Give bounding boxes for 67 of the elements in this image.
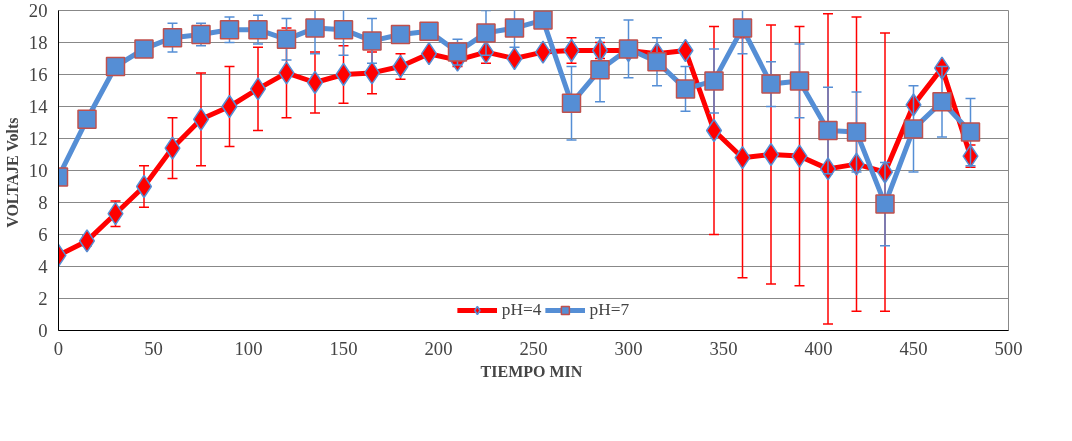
point — [390, 24, 411, 45]
x-tick-label: 300 — [614, 337, 643, 359]
point — [561, 93, 582, 114]
y-tick-label: 18 — [28, 32, 48, 53]
point — [533, 10, 553, 30]
point — [476, 23, 496, 43]
point — [78, 229, 96, 253]
point — [162, 27, 183, 48]
x-axis-title: TIEMPO MIN — [480, 362, 583, 380]
x-tick-label: 350 — [709, 337, 738, 359]
point — [135, 174, 153, 199]
point — [705, 118, 723, 143]
point — [248, 19, 268, 40]
x-tick-label: 400 — [804, 337, 833, 359]
point — [164, 136, 181, 160]
point — [875, 194, 895, 214]
point — [333, 19, 354, 40]
point — [420, 41, 438, 66]
x-tick-label: 0 — [53, 337, 64, 359]
point — [590, 59, 610, 80]
point — [903, 119, 924, 139]
y-tick-label: 4 — [38, 256, 49, 277]
y-axis-title: VOLTAJE Volts — [3, 117, 21, 228]
x-tick-label: 250 — [519, 337, 548, 359]
y-tick-label: 6 — [38, 224, 48, 245]
y-tick-label: 8 — [38, 192, 48, 213]
point — [419, 21, 439, 42]
legend-label: pH=7 — [589, 300, 630, 320]
y-tick-label: 0 — [38, 320, 48, 341]
x-tick-label: 100 — [234, 337, 263, 359]
y-tick-label: 14 — [28, 96, 49, 117]
point — [77, 109, 97, 130]
point — [732, 18, 753, 38]
point — [761, 74, 781, 94]
y-tick-label: 20 — [28, 0, 48, 21]
point — [249, 77, 267, 101]
point — [675, 79, 696, 99]
point — [504, 18, 525, 38]
legend-label: pH=4 — [501, 300, 542, 320]
point — [362, 31, 382, 51]
point — [192, 107, 210, 132]
y-tick-label: 12 — [28, 128, 48, 149]
point — [818, 120, 838, 141]
x-tick-label: 450 — [899, 337, 928, 359]
point — [704, 71, 724, 91]
point — [534, 40, 552, 64]
point — [363, 61, 381, 85]
x-tick-label: 200 — [424, 337, 453, 359]
point — [647, 51, 667, 72]
y-tick-label: 2 — [38, 288, 48, 309]
point — [791, 144, 808, 168]
y-tick-label: 10 — [28, 160, 48, 181]
point — [278, 61, 295, 85]
point — [105, 56, 126, 77]
point — [932, 91, 952, 112]
x-tick-label: 150 — [329, 337, 358, 359]
point — [276, 29, 297, 50]
point — [960, 122, 981, 142]
x-tick-label: 50 — [144, 337, 163, 359]
point — [789, 71, 810, 91]
point — [305, 18, 325, 38]
point — [762, 142, 780, 167]
point — [846, 122, 867, 142]
y-tick-label: 16 — [28, 64, 48, 85]
point — [134, 39, 154, 59]
x-tick-label: 500 — [994, 337, 1023, 359]
point — [306, 70, 324, 95]
